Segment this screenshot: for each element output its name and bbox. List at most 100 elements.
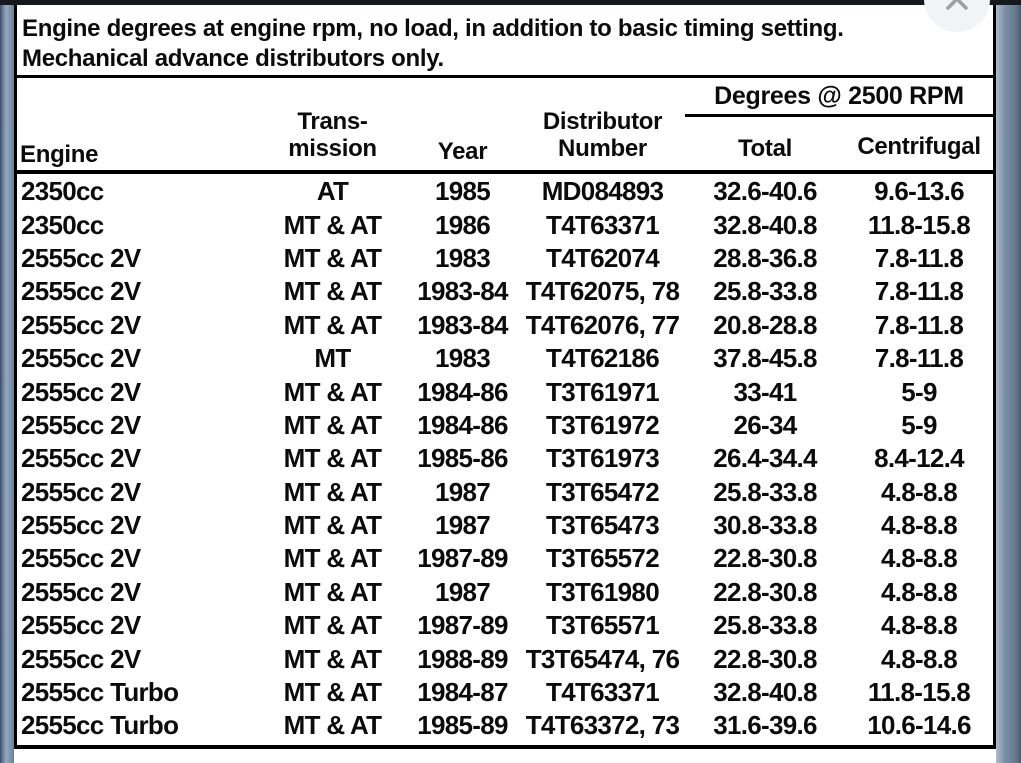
- cell-year: 1988-89: [417, 643, 508, 674]
- cell-year: 1987: [434, 576, 491, 607]
- table-row: 2555cc 2V MT & AT 1984-86 T3T61971 33-41…: [16, 375, 993, 408]
- table-row: 2555cc 2V MT & AT 1988-89 T3T65474, 76 2…: [16, 642, 993, 675]
- cell-transmission: MT & AT: [283, 276, 382, 307]
- header-rule: [16, 170, 993, 174]
- cell-transmission: MT & AT: [283, 710, 382, 741]
- cell-engine: 2555cc 2V: [21, 309, 141, 340]
- left-border: [0, 0, 14, 763]
- cell-distributor-number: T4T62074: [546, 242, 660, 273]
- cell-total-degrees: 31.6-39.6: [713, 710, 817, 741]
- table-row: 2350cc MT & AT 1986 T4T63371 32.8-40.8 1…: [16, 208, 993, 241]
- cell-transmission: MT & AT: [283, 610, 382, 641]
- cell-engine: 2555cc 2V: [21, 543, 141, 574]
- table-body: 2350cc AT 1985 MD084893 32.6-40.6 9.6-13…: [16, 175, 993, 743]
- cell-total-degrees: 26-34: [733, 409, 798, 440]
- cell-centrifugal-degrees: 7.8-11.8: [874, 276, 964, 307]
- span-header-underline: [685, 114, 993, 117]
- cell-centrifugal-degrees: 4.8-8.8: [880, 543, 958, 574]
- cell-total-degrees: 32.6-40.6: [713, 176, 817, 207]
- cell-transmission: MT & AT: [283, 476, 382, 507]
- cell-distributor-number: MD084893: [541, 176, 664, 207]
- cell-engine: 2555cc 2V: [21, 510, 141, 541]
- cell-centrifugal-degrees: 4.8-8.8: [880, 510, 958, 541]
- table-row: 2555cc 2V MT & AT 1987 T3T65472 25.8-33.…: [16, 476, 993, 509]
- table-row: 2555cc 2V MT & AT 1987-89 T3T65572 22.8-…: [16, 542, 993, 575]
- table-row: 2555cc 2V MT & AT 1984-86 T3T61972 26-34…: [16, 409, 993, 442]
- cell-total-degrees: 22.8-30.8: [713, 643, 817, 674]
- cell-total-degrees: 32.8-40.8: [713, 677, 817, 708]
- cell-engine: 2555cc 2V: [21, 343, 141, 374]
- cell-centrifugal-degrees: 5-9: [901, 409, 937, 440]
- cell-year: 1987: [434, 510, 491, 541]
- column-header-total: Total: [737, 135, 793, 162]
- cell-transmission: MT & AT: [283, 443, 382, 474]
- cell-distributor-number: T3T65571: [546, 610, 660, 641]
- cell-engine: 2555cc 2V: [21, 242, 141, 273]
- cell-centrifugal-degrees: 11.8-15.8: [867, 209, 971, 240]
- table-row: 2555cc 2V MT & AT 1987-89 T3T65571 25.8-…: [16, 609, 993, 642]
- cell-total-degrees: 30.8-33.8: [713, 510, 817, 541]
- cell-total-degrees: 25.8-33.8: [713, 476, 817, 507]
- cell-transmission: MT & AT: [283, 643, 382, 674]
- table-row: 2555cc Turbo MT & AT 1985-89 T4T63372, 7…: [16, 709, 993, 742]
- cell-transmission: MT & AT: [283, 376, 382, 407]
- cell-centrifugal-degrees: 5-9: [901, 376, 937, 407]
- cell-engine: 2555cc 2V: [21, 443, 141, 474]
- cell-engine: 2555cc 2V: [21, 576, 141, 607]
- cell-distributor-number: T3T61973: [546, 443, 660, 474]
- cell-year: 1983-84: [417, 309, 508, 340]
- cell-year: 1983: [434, 242, 491, 273]
- table-row: 2555cc 2V MT & AT 1983-84 T4T62076, 77 2…: [16, 309, 993, 342]
- cell-distributor-number: T4T63372, 73: [525, 710, 680, 741]
- cell-transmission: MT & AT: [283, 242, 382, 273]
- cell-transmission: MT & AT: [283, 543, 382, 574]
- cell-transmission: AT: [316, 176, 349, 207]
- cell-transmission: MT & AT: [283, 576, 382, 607]
- cell-total-degrees: 25.8-33.8: [713, 610, 817, 641]
- table-row: 2555cc 2V MT & AT 1983-84 T4T62075, 78 2…: [16, 275, 993, 308]
- cell-year: 1987: [434, 476, 491, 507]
- cell-total-degrees: 26.4-34.4: [713, 443, 817, 474]
- table-row: 2555cc 2V MT 1983 T4T62186 37.8-45.8 7.8…: [16, 342, 993, 375]
- cell-total-degrees: 25.8-33.8: [713, 276, 817, 307]
- cell-total-degrees: 22.8-30.8: [713, 576, 817, 607]
- cell-transmission: MT & AT: [283, 510, 382, 541]
- page-right-edge-line: [993, 0, 996, 749]
- cell-distributor-number: T3T65572: [546, 543, 660, 574]
- cell-engine: 2555cc 2V: [21, 643, 141, 674]
- cell-engine: 2555cc 2V: [21, 276, 141, 307]
- cell-distributor-number: T4T63371: [546, 677, 660, 708]
- column-header-year: Year: [437, 138, 488, 165]
- cell-year: 1984-86: [417, 376, 508, 407]
- cell-engine: 2555cc 2V: [21, 376, 141, 407]
- table-row: 2555cc 2V MT & AT 1985-86 T3T61973 26.4-…: [16, 442, 993, 475]
- cell-distributor-number: T3T65474, 76: [525, 643, 680, 674]
- table-row: 2350cc AT 1985 MD084893 32.6-40.6 9.6-13…: [16, 175, 993, 208]
- close-icon: [942, 0, 972, 14]
- cell-year: 1983-84: [417, 276, 508, 307]
- cell-centrifugal-degrees: 4.8-8.8: [880, 643, 958, 674]
- cell-centrifugal-degrees: 7.8-11.8: [874, 343, 964, 374]
- cell-engine: 2350cc: [21, 176, 104, 207]
- cell-centrifugal-degrees: 7.8-11.8: [874, 309, 964, 340]
- cell-total-degrees: 22.8-30.8: [713, 543, 817, 574]
- cell-distributor-number: T3T61980: [546, 576, 660, 607]
- top-border: [0, 0, 1021, 5]
- cell-transmission: MT & AT: [283, 677, 382, 708]
- cell-total-degrees: 37.8-45.8: [713, 343, 817, 374]
- cell-distributor-number: T4T63371: [546, 209, 660, 240]
- table-bottom-rule: [16, 745, 993, 749]
- cell-distributor-number: T3T61972: [546, 409, 660, 440]
- cell-distributor-number: T3T65472: [546, 476, 660, 507]
- cell-engine: 2350cc: [21, 209, 104, 240]
- cell-transmission: MT & AT: [283, 409, 382, 440]
- cell-total-degrees: 33-41: [733, 376, 798, 407]
- cell-transmission: MT & AT: [283, 209, 382, 240]
- right-border: [996, 0, 1021, 763]
- cell-engine: 2555cc 2V: [21, 476, 141, 507]
- cell-total-degrees: 20.8-28.8: [713, 309, 817, 340]
- cell-centrifugal-degrees: 11.8-15.8: [867, 677, 971, 708]
- cell-year: 1983: [434, 343, 491, 374]
- page-left-edge-line: [14, 0, 17, 749]
